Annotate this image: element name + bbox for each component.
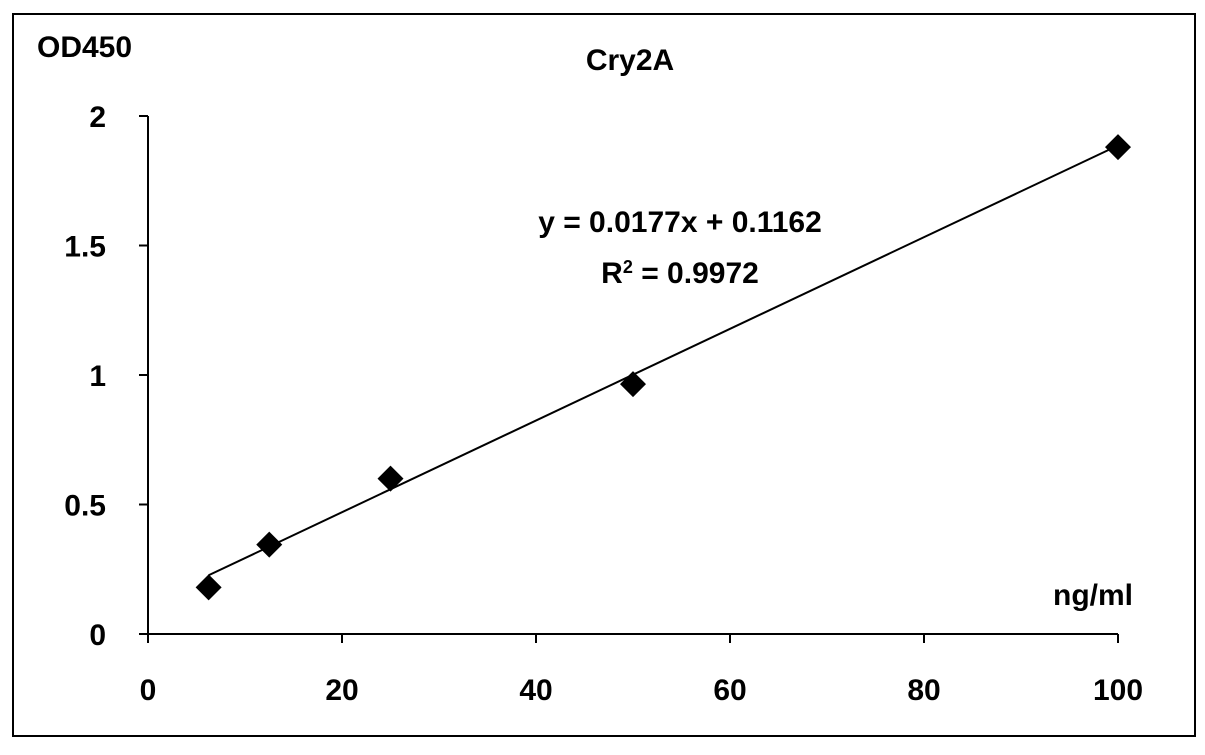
x-tick-label: 100 xyxy=(1093,674,1143,707)
chart-border xyxy=(13,14,1195,736)
x-tick-label: 60 xyxy=(713,674,746,707)
x-tick-label: 0 xyxy=(140,674,157,707)
x-tick-label: 80 xyxy=(907,674,940,707)
y-tick-label: 0.5 xyxy=(64,490,106,523)
y-tick-label: 1.5 xyxy=(64,231,106,264)
x-tick-label: 20 xyxy=(325,674,358,707)
r-squared-sup: 2 xyxy=(623,257,633,277)
y-tick-label: 0 xyxy=(89,619,106,652)
r-squared-prefix: R xyxy=(601,257,623,290)
y-tick-label: 2 xyxy=(89,101,106,134)
x-axis-title: ng/ml xyxy=(1053,579,1133,612)
x-tick-label: 40 xyxy=(519,674,552,707)
trendline-equation: y = 0.0177x + 0.1162 xyxy=(538,206,822,239)
chart-title: Cry2A xyxy=(586,44,674,77)
r-squared-value: = 0.9972 xyxy=(633,257,759,290)
y-tick-label: 1 xyxy=(89,360,106,393)
y-axis-title: OD450 xyxy=(37,31,132,64)
